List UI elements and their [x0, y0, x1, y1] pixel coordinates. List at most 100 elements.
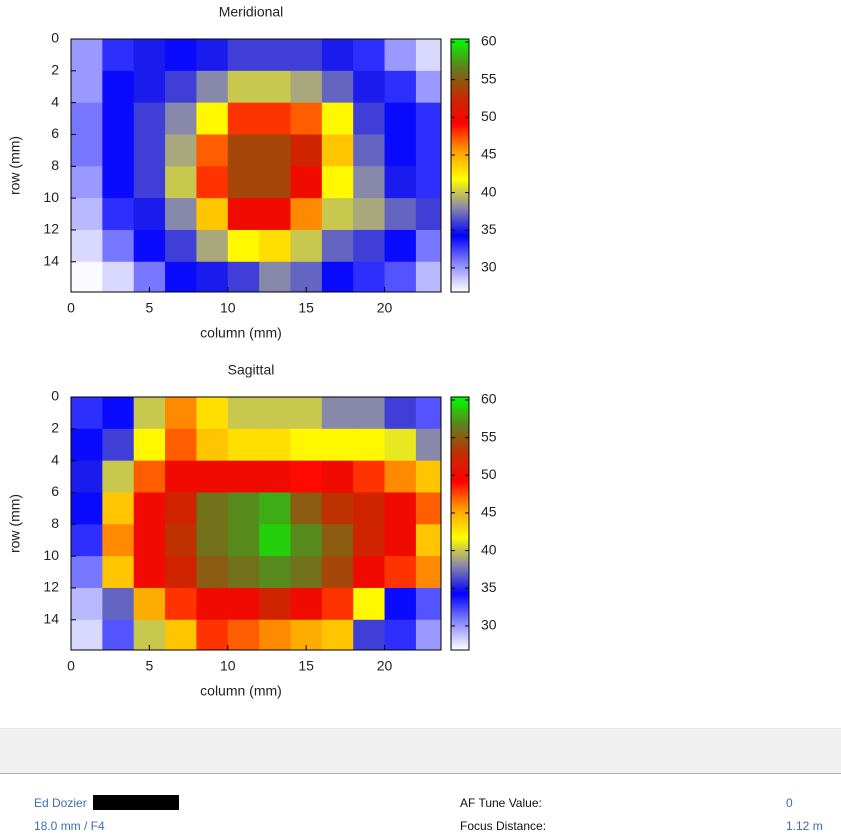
focus-label: Focus Distance:: [460, 819, 547, 833]
heat-cell: [133, 587, 166, 621]
heat-cell: [321, 261, 354, 292]
y-tick-label: 14: [43, 610, 59, 626]
heat-cell: [321, 492, 354, 525]
heat-cell: [227, 397, 260, 430]
heat-cell: [71, 229, 103, 263]
heat-cell: [384, 70, 417, 104]
heat-cell: [196, 102, 229, 135]
heat-cell: [133, 261, 166, 292]
heat-cell: [384, 397, 417, 430]
heat-cell: [384, 261, 417, 292]
y-tick-label: 0: [51, 30, 59, 46]
heat-cell: [102, 166, 135, 199]
heat-cell: [102, 70, 135, 104]
heat-cell: [353, 39, 386, 72]
heat-cell: [227, 492, 260, 525]
heat-cell: [165, 524, 197, 557]
lens: 18.0 mm / F4: [34, 819, 105, 833]
heat-cell: [259, 70, 291, 104]
heat-cell: [71, 619, 103, 650]
x-tick-label: 20: [377, 658, 393, 674]
colorbar-tick-label: 35: [481, 221, 497, 237]
heat-cell: [227, 70, 260, 104]
heat-cell: [415, 397, 441, 430]
heat-cell: [415, 460, 441, 493]
heat-cell: [102, 39, 135, 72]
heat-cell: [133, 102, 166, 135]
heat-cell: [227, 460, 260, 493]
heat-cell: [290, 397, 323, 430]
heat-cell: [71, 524, 103, 557]
heat-cell: [415, 524, 441, 557]
heat-cell: [259, 102, 291, 135]
y-axis-label: row (mm): [7, 494, 23, 553]
heat-cell: [102, 587, 135, 621]
heat-cell: [71, 166, 103, 199]
heat-cell: [415, 428, 441, 462]
plot-frame: [70, 396, 442, 651]
colorbar-tick-label: 55: [481, 428, 497, 444]
heat-cell: [71, 460, 103, 493]
chart-title: Meridional: [219, 4, 284, 20]
af-tune-label: AF Tune Value:: [460, 796, 542, 810]
heat-cell: [165, 460, 197, 493]
heat-cell: [415, 39, 441, 72]
y-axis-label: row (mm): [7, 136, 23, 195]
colorbar-tick-label: 40: [481, 541, 497, 557]
y-tick-label: 4: [51, 93, 59, 109]
heat-cell: [321, 229, 354, 263]
y-tick-label: 10: [43, 189, 59, 205]
heat-cell: [71, 397, 103, 430]
heatmap-cells: [71, 397, 441, 650]
heat-cell: [321, 524, 354, 557]
heat-cell: [384, 166, 417, 199]
heat-cell: [133, 70, 166, 104]
heat-cell: [290, 166, 323, 199]
heat-cell: [353, 261, 386, 292]
heat-cell: [102, 619, 135, 650]
heat-cell: [71, 134, 103, 167]
heat-cell: [196, 460, 229, 493]
heat-cell: [290, 524, 323, 557]
colorbar-tick-label: 50: [481, 466, 497, 482]
y-tick-label: 12: [43, 579, 59, 595]
heat-cell: [259, 397, 291, 430]
heat-cell: [259, 39, 291, 72]
heat-cell: [384, 39, 417, 72]
heat-cell: [227, 556, 260, 589]
heat-cell: [321, 198, 354, 231]
heat-cell: [259, 261, 291, 292]
colorbar-tick-label: 45: [481, 504, 497, 520]
heat-cell: [353, 134, 386, 167]
heat-cell: [165, 229, 197, 263]
y-tick-label: 4: [51, 451, 59, 467]
heatmap-panel: Sagittal 0 5 10 15 20 0 2 4 6 8 10 12 14 column (mm) ro…: [7, 362, 497, 699]
heat-cell: [165, 198, 197, 231]
heat-cell: [290, 428, 323, 462]
colorbar: [450, 396, 470, 651]
heat-cell: [290, 587, 323, 621]
colorbar-tick-label: 30: [481, 617, 497, 633]
heat-cell: [165, 428, 197, 462]
heat-cell: [165, 166, 197, 199]
heat-cell: [71, 492, 103, 525]
heat-cell: [384, 587, 417, 621]
focus-value: 1.12 m: [786, 819, 823, 833]
x-tick-label: 0: [67, 300, 75, 316]
heat-cell: [415, 492, 441, 525]
heat-cell: [133, 460, 166, 493]
y-tick-label: 10: [43, 547, 59, 563]
heat-cell: [102, 261, 135, 292]
heat-cell: [196, 39, 229, 72]
colorbar-tick-label: 35: [481, 579, 497, 595]
heat-cell: [227, 39, 260, 72]
x-tick-label: 10: [220, 658, 236, 674]
heat-cell: [321, 587, 354, 621]
y-tick-label: 6: [51, 483, 59, 499]
heat-cell: [290, 134, 323, 167]
heat-cell: [196, 524, 229, 557]
heat-cell: [321, 619, 354, 650]
heat-cell: [102, 229, 135, 263]
heat-cell: [321, 397, 354, 430]
y-tick-label: 14: [43, 252, 59, 268]
